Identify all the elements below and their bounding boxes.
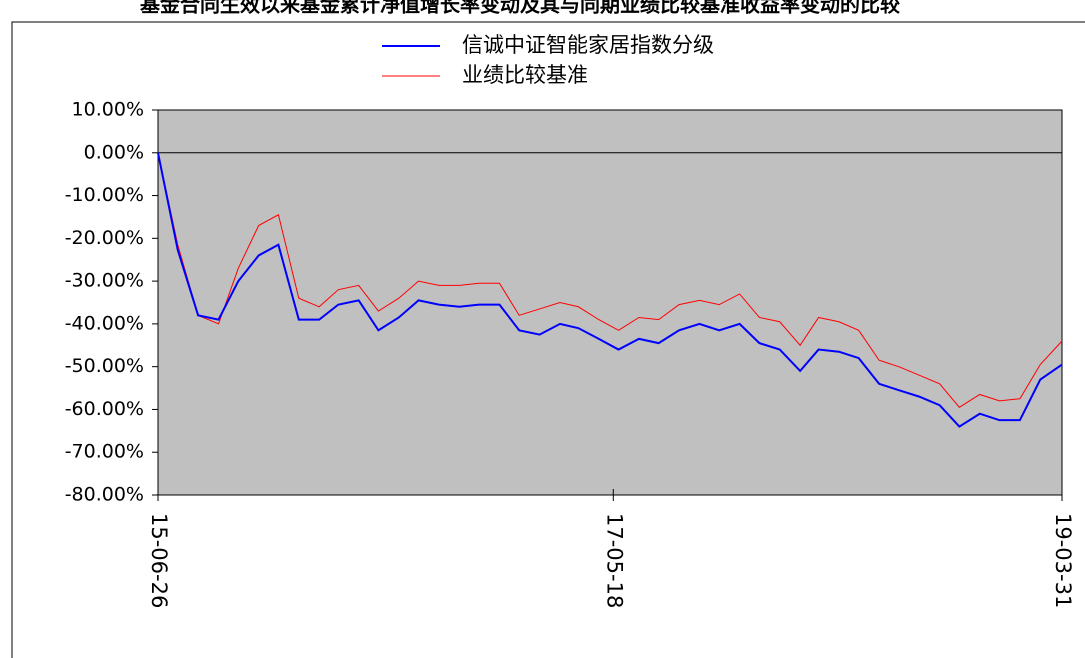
y-tick-label: -80.00% [65,484,144,506]
y-tick-label: -50.00% [65,355,144,377]
legend-label: 信诚中证智能家居指数分级 [462,33,714,57]
x-tick-label: 19-03-31 [1051,513,1075,608]
y-tick-label: 10.00% [72,99,144,121]
y-tick-label: 0.00% [84,141,144,163]
y-tick-label: -30.00% [65,270,144,292]
x-tick-label: 15-06-26 [147,513,171,608]
y-tick-label: -70.00% [65,441,144,463]
y-tick-label: -20.00% [65,227,144,249]
legend-label: 业绩比较基准 [462,63,588,87]
y-tick-label: -40.00% [65,312,144,334]
frame [11,21,1085,658]
series-line [157,152,1063,428]
series-line [157,152,1063,408]
y-tick-label: -60.00% [65,398,144,420]
y-tick-label: -10.00% [65,184,144,206]
chart-title: 基金合同生效以来基金累计净值增长率变动及其与同期业绩比较基准收益率变动的比较 [140,0,900,17]
x-tick-label: 17-05-18 [602,513,626,608]
